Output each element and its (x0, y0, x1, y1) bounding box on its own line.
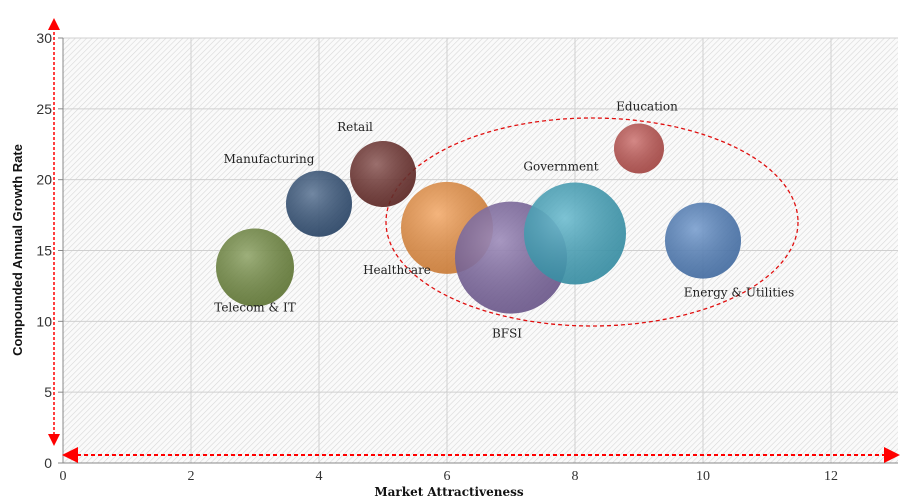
bubble-label: Education (616, 100, 678, 114)
x-tick-label: 2 (188, 469, 195, 484)
x-tick-label: 0 (60, 469, 67, 484)
y-tick-label: 20 (36, 172, 52, 188)
y-tick-label: 10 (36, 313, 52, 329)
bubble-shade (614, 123, 664, 174)
bubble-label: Telecom & IT (214, 301, 296, 315)
bubble-shade (665, 202, 741, 279)
bubble-label: Energy & Utilities (684, 286, 794, 300)
y-tick-label: 15 (36, 243, 52, 259)
bubble-shade (216, 228, 294, 307)
y-tick-label: 0 (44, 455, 52, 471)
bubble-label: Healthcare (363, 263, 431, 277)
x-tick-label: 4 (316, 469, 323, 484)
y-axis-label: Compounded Annual Growth Rate (10, 144, 25, 356)
x-tick-label: 12 (824, 469, 838, 484)
bubble-label: Government (523, 160, 598, 174)
y-tick-label: 30 (36, 30, 52, 46)
bubble-label: BFSI (492, 327, 522, 341)
bubble-shade (286, 170, 352, 237)
y-tick-label: 25 (36, 101, 52, 117)
x-tick-label: 8 (572, 469, 579, 484)
bubble-shade (350, 141, 416, 207)
x-tick-label: 6 (444, 469, 451, 484)
bubble-label: Manufacturing (224, 152, 315, 166)
x-tick-label: 10 (696, 469, 710, 484)
y-tick-label: 5 (44, 384, 52, 400)
highlight-ellipse (385, 117, 799, 327)
bubble-label: Retail (337, 120, 373, 134)
bubble-shade (524, 182, 626, 285)
x-axis-label: Market Attractiveness (374, 485, 523, 499)
